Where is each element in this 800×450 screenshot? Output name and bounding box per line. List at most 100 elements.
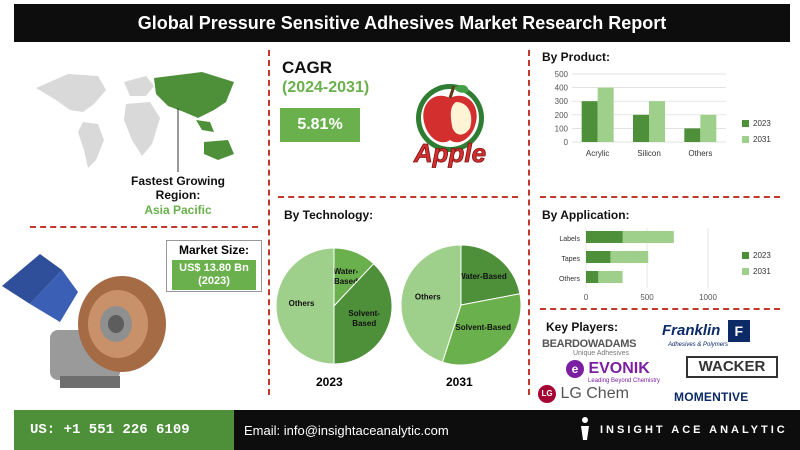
bar-silicon-2031 [649, 101, 665, 142]
y-tick-label: 0 [564, 138, 569, 147]
franklin-text: Franklin [662, 322, 721, 340]
x-tick-label: Silicon [637, 149, 661, 158]
legend-swatch-2031 [742, 136, 749, 143]
pie-label: Water-Based [334, 267, 359, 286]
product-bar-chart: 0 100 200 300 400 500 Acrylic Silicon Others 2023… [555, 70, 772, 158]
bar-others-2023 [684, 128, 701, 142]
x-tick-label: 1000 [699, 293, 717, 302]
x-tick-label: Acrylic [586, 149, 610, 158]
y-tick-label: 300 [555, 97, 569, 106]
pie-slice-others [400, 244, 462, 363]
application-title: By Application: [542, 208, 630, 222]
map-europe [124, 76, 154, 96]
region-value: Asia Pacific [144, 203, 212, 217]
bar-labels-2023 [586, 231, 623, 243]
divider-right-mid [540, 308, 780, 310]
apple-logo: Apple [412, 84, 487, 168]
logo-franklin: Franklin F Adhesives & Polymers [662, 320, 782, 348]
divider-right [528, 50, 530, 395]
pie-slice-solvent-based [441, 293, 522, 366]
year-label-2031: 2031 [446, 375, 473, 389]
logo-wacker: WACKER [686, 356, 778, 378]
footer-email[interactable]: Email: info@insightaceanalytic.com [244, 423, 449, 438]
pie-slice-others [275, 247, 335, 365]
market-size-label: Market Size: [178, 243, 250, 257]
legend-label-2031: 2031 [753, 135, 771, 144]
x-tick-label: 0 [584, 293, 589, 302]
logo-beardow-adams: BEARDOWADAMS Unique Adhesives [542, 338, 660, 357]
legend-label-2023: 2023 [753, 119, 771, 128]
world-map [36, 72, 234, 172]
logo-evonik: e EVONIK Leading Beyond Chemistry [566, 360, 676, 384]
y-tick-label: 200 [555, 111, 569, 120]
footer-phone-box [14, 410, 234, 450]
pie-chart-2023: Water-Based Solvent-Based Others [275, 247, 393, 365]
x-tick-label: Others [688, 149, 712, 158]
y-tick-label: 100 [555, 124, 569, 133]
bar-others-2031 [700, 114, 717, 142]
x-tick-label: 500 [640, 293, 654, 302]
footer-phone: US: +1 551 226 6109 [30, 422, 190, 438]
evonik-circle-icon: e [566, 360, 584, 378]
product-title: By Product: [542, 50, 611, 64]
cagr-value: 5.81% [280, 108, 360, 142]
bar-others-2023 [586, 271, 599, 283]
apple-logo-text: Apple [413, 138, 486, 168]
logo-momentive: MOMENTIVE [674, 390, 749, 404]
pie-slice-water-based [460, 244, 521, 306]
legend-label-2031: 2031 [753, 267, 771, 276]
bar-tapes-2023 [586, 251, 611, 263]
map-south-america [78, 122, 104, 168]
application-bar-chart: 0 500 1000 Labels Tapes Others 2023 2031 [559, 228, 771, 302]
pie-chart-2031: Water-Based Solvent-Based Others [400, 244, 522, 366]
year-label-2023: 2023 [316, 375, 343, 389]
legend-label-2023: 2023 [753, 251, 771, 260]
legend-swatch-2023 [742, 252, 749, 259]
beardow-adams-tagline: Unique Adhesives [572, 350, 630, 357]
legend-swatch-2023 [742, 120, 749, 127]
brand-icon [581, 417, 589, 440]
map-asia [154, 72, 234, 118]
franklin-tagline: Adhesives & Polymers [668, 342, 729, 348]
tape-dispenser-illustration [2, 254, 166, 388]
footer-brand: INSIGHT ACE ANALYTIC [600, 424, 788, 436]
map-north-america [36, 74, 106, 112]
divider-mid-h [278, 196, 518, 198]
pie-label: Water-Based [458, 272, 507, 281]
lg-chem-circle-icon: LG [538, 385, 556, 403]
key-players-title: Key Players: [546, 320, 619, 334]
evonik-text: EVONIK [588, 360, 650, 377]
map-australia [204, 140, 234, 160]
market-size-box [166, 240, 262, 292]
lg-chem-text: LG Chem [560, 385, 629, 402]
cagr-title: CAGR [282, 58, 333, 77]
pie-label: Solvent-Based [348, 309, 380, 328]
y-tick-label: Labels [559, 236, 580, 243]
footer-bar [234, 410, 800, 450]
divider-right-top [540, 196, 780, 198]
evonik-tagline: Leading Beyond Chemistry [588, 378, 661, 385]
technology-title: By Technology: [284, 208, 374, 222]
market-size-value: US$ 13.80 Bn (2023) [172, 260, 256, 290]
region-label: Fastest Growing Region: [130, 174, 225, 202]
divider-left [268, 50, 270, 395]
bar-acrylic-2031 [597, 87, 614, 142]
divider-left-h [30, 226, 258, 228]
pie-label: Others [289, 299, 315, 308]
report-title: Global Pressure Sensitive Adhesives Mark… [14, 4, 790, 42]
y-tick-label: Others [559, 276, 581, 283]
pie-label: Others [415, 293, 441, 302]
beardow-adams-text: BEARDOWADAMS [542, 338, 637, 350]
franklin-mark-icon: F [727, 320, 750, 342]
cagr-period: (2024-2031) [282, 79, 370, 96]
logo-lg-chem: LG LG Chem [538, 385, 648, 403]
y-tick-label: Tapes [561, 256, 580, 263]
legend-swatch-2031 [742, 268, 749, 275]
map-southeast-asia [196, 120, 214, 132]
map-africa [124, 102, 160, 156]
bar-acrylic-2023 [581, 101, 598, 142]
pie-slice-solvent-based [333, 263, 393, 365]
pie-label: Solvent-Based [455, 323, 511, 332]
y-tick-label: 500 [555, 70, 569, 79]
y-tick-label: 400 [555, 84, 569, 93]
